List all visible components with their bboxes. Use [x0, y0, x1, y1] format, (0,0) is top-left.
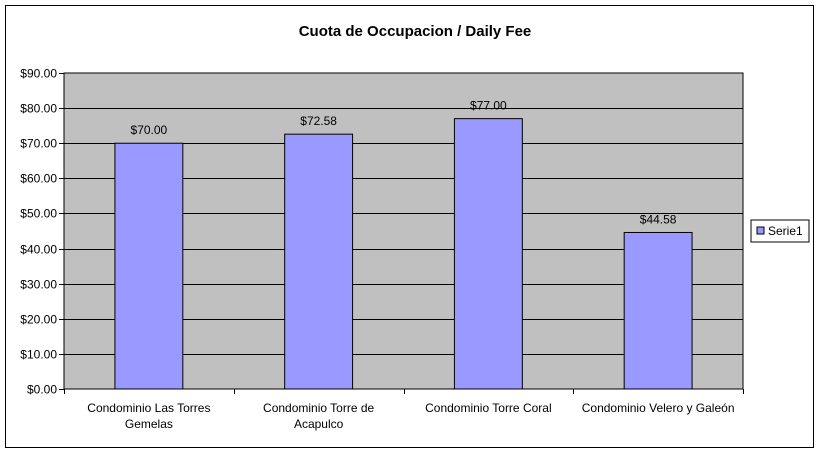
bar-data-label: $70.00 — [131, 123, 168, 137]
x-category-label-line: Condominio Velero y Galeón — [582, 401, 735, 415]
x-category-label-line: Gemelas — [125, 417, 173, 431]
x-category-label-line: Condominio Torre de — [263, 401, 375, 415]
bar-data-label: $77.00 — [470, 99, 507, 113]
legend-swatch — [756, 226, 765, 235]
x-category-label-line: Condominio Las Torres — [87, 401, 210, 415]
y-tick-label: $30.00 — [20, 278, 57, 292]
bar — [623, 231, 693, 390]
x-category-label: Condominio Velero y Galeón — [582, 401, 735, 415]
y-tick-label: $0.00 — [27, 383, 57, 397]
x-category-label: Condominio Las Torres Gemelas — [87, 401, 210, 431]
bars — [114, 118, 693, 390]
data-labels: $70.00 $72.58 $77.00 $44.58 — [131, 99, 677, 227]
bar-data-label: $72.58 — [300, 114, 337, 128]
bar — [114, 142, 184, 390]
bar — [453, 118, 523, 390]
x-category-label: Condominio Torre Coral — [425, 401, 552, 415]
bar-data-label: $44.58 — [640, 212, 677, 226]
y-axis: $0.00 $10.00 $20.00 $30.00 $40.00 $50.00 $60.0… — [20, 67, 64, 397]
chart-title: Cuota de Occupacion / Daily Fee — [299, 23, 532, 40]
x-axis: Condominio Las Torres Gemelas Condominio T… — [64, 389, 744, 431]
bar — [284, 133, 354, 390]
y-tick-label: $20.00 — [20, 313, 57, 327]
legend-box — [750, 219, 810, 243]
y-tick-label: $50.00 — [20, 207, 57, 221]
x-category-label: Condominio Torre de Acapulco — [263, 401, 375, 431]
legend: Serie1 — [750, 219, 810, 243]
x-category-label-line: Condominio Torre Coral — [425, 401, 552, 415]
x-category-label-line: Acapulco — [294, 417, 344, 431]
y-tick-label: $10.00 — [20, 348, 57, 362]
y-tick-label: $70.00 — [20, 137, 57, 151]
y-tick-label: $90.00 — [20, 67, 57, 81]
legend-label: Serie1 — [768, 224, 803, 238]
y-tick-label: $80.00 — [20, 102, 57, 116]
y-tick-label: $60.00 — [20, 172, 57, 186]
y-tick-label: $40.00 — [20, 243, 57, 257]
